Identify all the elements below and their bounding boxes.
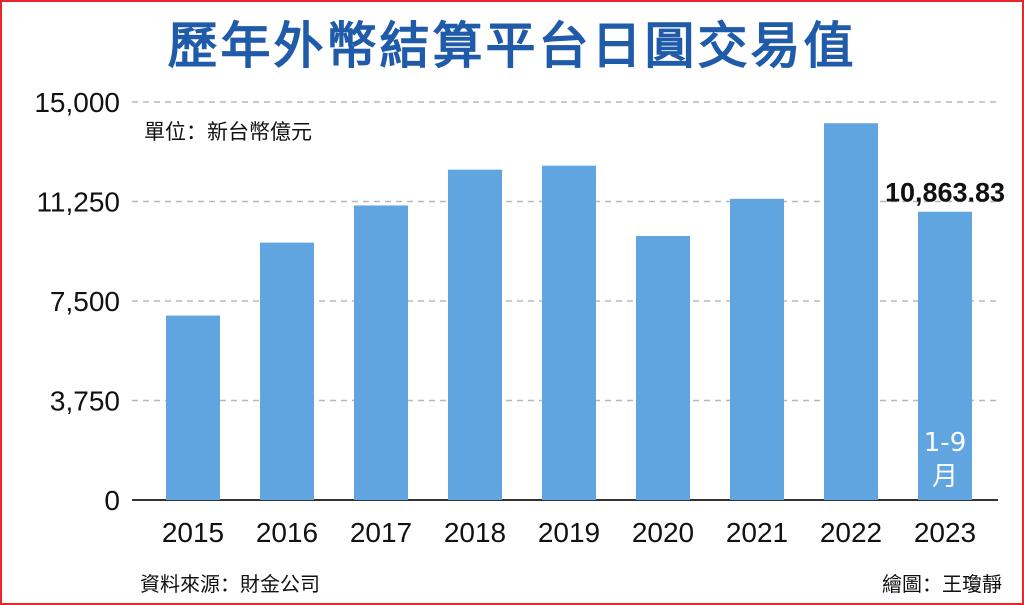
bar-2021	[730, 198, 784, 500]
period-note-line1: 1-9	[924, 428, 966, 458]
x-tick-label: 2018	[444, 517, 506, 548]
bar-2018	[448, 169, 502, 500]
bar-2015	[166, 315, 220, 500]
bars	[166, 123, 972, 501]
y-tick-label: 11,250	[36, 187, 120, 218]
bar-2017	[354, 205, 408, 501]
bar-2016	[260, 242, 314, 501]
x-tick-label: 2017	[350, 517, 412, 548]
x-tick-label: 2022	[820, 517, 882, 548]
bar-2022	[824, 123, 878, 500]
y-tick-label: 15,000	[34, 87, 120, 118]
unit-label: 單位：新台幣億元	[144, 120, 312, 144]
bar-2019	[542, 165, 596, 500]
x-tick-label: 2023	[914, 517, 976, 548]
x-tick-label: 2020	[632, 517, 694, 548]
period-note-line2: 月	[932, 462, 958, 492]
credit-note: 繪圖：王瓊靜	[882, 572, 1002, 596]
y-tick-label: 0	[104, 485, 120, 516]
chart-title: 歷年外幣結算平台日圓交易值	[167, 17, 857, 75]
x-tick-label: 2015	[162, 517, 224, 548]
x-tick-label: 2021	[726, 517, 788, 548]
labels: 0 3,750 7,500 11,250 15,000 2015 2016 2017 2018 2…	[34, 87, 1005, 548]
bar-2023	[918, 211, 972, 500]
y-tick-label: 7,500	[50, 286, 120, 317]
y-tick-label: 3,750	[50, 386, 120, 417]
data-label-2023: 10,863.83	[885, 178, 1005, 208]
bar-2020	[636, 235, 690, 500]
source-note: 資料來源：財金公司	[140, 572, 320, 596]
x-tick-label: 2019	[538, 517, 600, 548]
x-tick-label: 2016	[256, 517, 318, 548]
